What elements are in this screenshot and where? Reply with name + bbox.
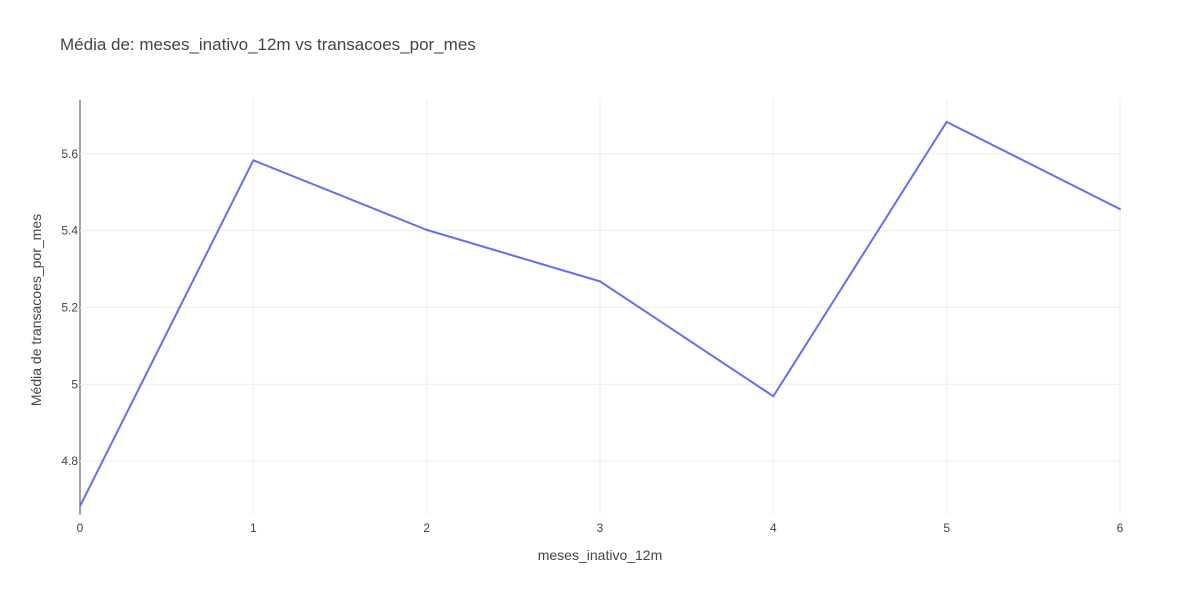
y-tick-label: 5 xyxy=(71,377,78,391)
data-point xyxy=(772,395,775,398)
y-tick-label: 5.2 xyxy=(61,301,78,315)
data-point xyxy=(1119,208,1121,211)
x-tick-label: 6 xyxy=(1117,521,1124,535)
x-axis-title: meses_inativo_12m xyxy=(538,547,663,563)
gridlines xyxy=(79,100,1121,515)
data-point xyxy=(599,280,601,283)
x-tick-label: 4 xyxy=(770,521,777,535)
x-tick-label: 2 xyxy=(423,521,430,535)
data-point xyxy=(945,120,948,123)
y-tick-label: 4.8 xyxy=(61,454,78,468)
data-point xyxy=(252,159,255,162)
x-tick-label: 3 xyxy=(597,521,604,535)
data-point xyxy=(79,505,81,508)
x-tick-label: 5 xyxy=(943,521,950,535)
axes: 0 1 2 3 4 5 6 4.8 5 5.2 5.4 5.6 xyxy=(61,147,1123,535)
y-tick-label: 5.4 xyxy=(61,224,78,238)
x-tick-label: 1 xyxy=(250,521,257,535)
y-tick-label: 5.6 xyxy=(61,147,78,161)
x-tick-label: 0 xyxy=(77,521,84,535)
data-point xyxy=(425,228,428,231)
series-layer xyxy=(79,120,1121,508)
y-axis-title: Média de transacoes_por_mes xyxy=(28,214,44,406)
chart-title: Média de: meses_inativo_12m vs transacoe… xyxy=(60,35,476,54)
